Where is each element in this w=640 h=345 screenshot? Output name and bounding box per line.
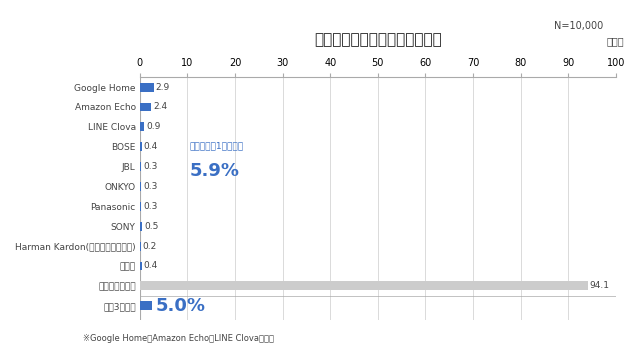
Bar: [140, 122, 144, 131]
Bar: [140, 222, 142, 231]
Bar: [140, 241, 141, 250]
Text: 2.4: 2.4: [153, 102, 167, 111]
Text: 0.5: 0.5: [144, 222, 159, 231]
Bar: [140, 162, 141, 171]
Bar: [140, 262, 141, 270]
Text: 94.1: 94.1: [589, 282, 610, 290]
Text: 2.9: 2.9: [156, 82, 170, 92]
Text: （％）: （％）: [606, 36, 624, 46]
Bar: [140, 182, 141, 191]
Bar: [140, 102, 151, 111]
Text: 0.3: 0.3: [143, 182, 157, 191]
Bar: [140, 202, 141, 211]
Bar: [140, 142, 141, 151]
Text: 0.9: 0.9: [146, 122, 161, 131]
Text: （いずれか1つ所有）: （いずれか1つ所有）: [190, 142, 244, 151]
Text: 0.4: 0.4: [143, 262, 158, 270]
Text: 0.4: 0.4: [143, 142, 158, 151]
Bar: [140, 83, 154, 91]
Bar: [140, 301, 152, 310]
Title: スマートスピーカーの所有状況: スマートスピーカーの所有状況: [314, 32, 442, 47]
Text: N=10,000: N=10,000: [554, 21, 603, 31]
Text: 0.3: 0.3: [143, 202, 157, 211]
Text: 0.2: 0.2: [143, 241, 157, 250]
Bar: [140, 282, 588, 290]
Text: 0.3: 0.3: [143, 162, 157, 171]
Text: ※Google Home、Amazon Echo、LINE Clovaの合計: ※Google Home、Amazon Echo、LINE Clovaの合計: [83, 334, 274, 343]
Text: 5.0%: 5.0%: [156, 297, 205, 315]
Text: 5.9%: 5.9%: [190, 162, 240, 180]
